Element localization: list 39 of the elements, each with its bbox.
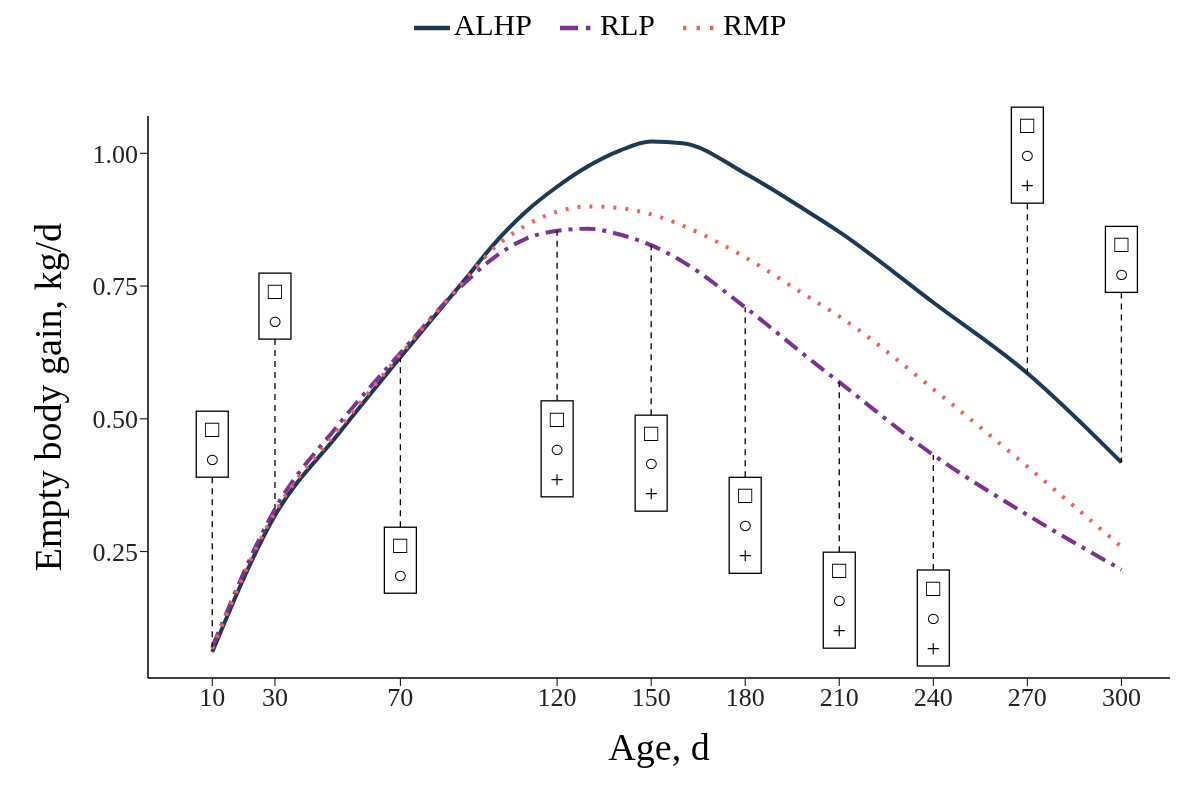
symbol-callout: □ ○ (258, 272, 292, 510)
symbol-callout: □ ○ (1104, 225, 1139, 464)
y-axis-title: Empty body gain, kg/d (27, 222, 70, 572)
symbol-callout: □ ○ + (916, 454, 950, 667)
x-tick-label: 300 (1101, 683, 1141, 713)
annotation: □ ○ + (926, 575, 942, 661)
annotation: □ ○ + (832, 557, 848, 644)
legend-label: RLP (599, 8, 655, 41)
symbol-callout: □ ○ + (634, 244, 668, 512)
x-tick-label: 150 (631, 683, 671, 713)
x-tick-label: 120 (537, 683, 577, 713)
y-tick-label: 0.75 (92, 272, 138, 302)
y-tick-label: 1.00 (92, 139, 138, 169)
symbol-callout: □ ○ + (1010, 106, 1044, 374)
symbol-callout: □ ○ (195, 410, 229, 648)
x-tick-label: 30 (261, 683, 288, 713)
x-tick-label: 70 (387, 683, 414, 713)
y-tick-label: 0.25 (92, 537, 138, 567)
symbol-callout: □ ○ + (822, 381, 856, 649)
annotation: □ ○ + (737, 482, 753, 569)
annotation: □ ○ + (1020, 112, 1036, 199)
symbol-callout: □ ○ + (540, 230, 574, 498)
symbol-callout: □ ○ (383, 356, 417, 594)
x-tick-label: 210 (819, 683, 859, 713)
x-tick-label: 270 (1007, 683, 1047, 713)
annotation: □ ○ (205, 416, 221, 473)
annotation: □ ○ + (549, 405, 565, 492)
y-tick-label: 0.50 (92, 405, 138, 435)
x-tick-label: 180 (725, 683, 765, 713)
symbol-callout: □ ○ + (728, 306, 762, 574)
x-tick-label: 240 (913, 683, 953, 713)
legend-label: ALHP (453, 8, 532, 41)
x-axis-title: Age, d (608, 726, 710, 768)
annotation: □ ○ (393, 532, 409, 589)
annotation: □ ○ (267, 278, 283, 335)
annotation: □ ○ (1114, 231, 1130, 288)
legend-label: RMP (723, 8, 787, 41)
annotation: □ ○ + (643, 420, 659, 507)
x-tick-label: 10 (199, 683, 226, 713)
